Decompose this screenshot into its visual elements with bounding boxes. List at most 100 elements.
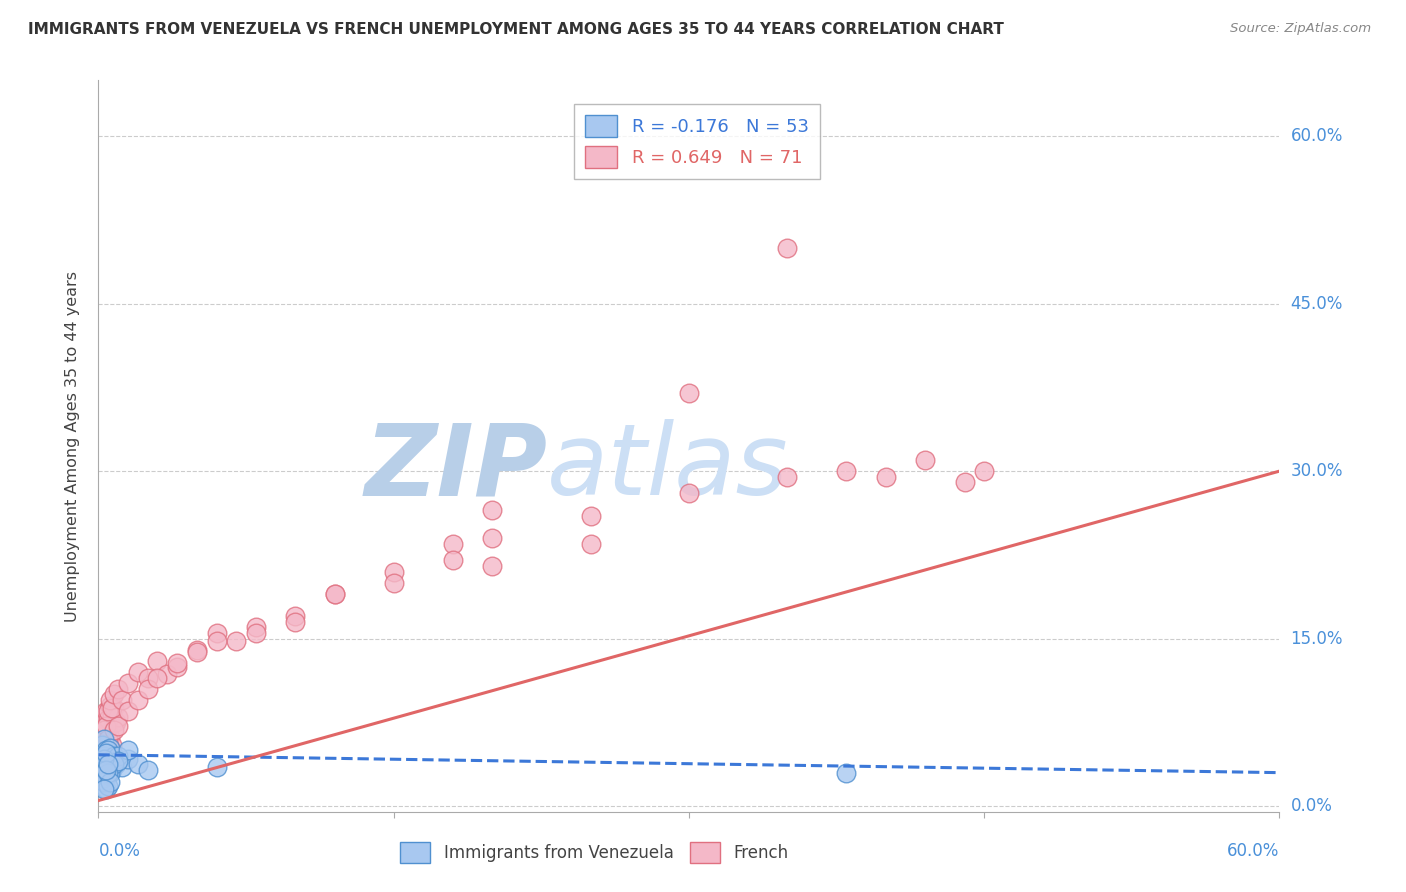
- Point: [91, 710, 114, 724]
- Point: [107, 748, 129, 763]
- Point: [875, 469, 897, 483]
- Point: [107, 755, 129, 769]
- Point: [101, 764, 124, 778]
- Point: [205, 626, 228, 640]
- Point: [93, 748, 115, 763]
- Point: [97, 768, 120, 782]
- Point: [97, 756, 120, 771]
- Point: [835, 464, 858, 478]
- Point: [96, 719, 118, 733]
- Point: [96, 743, 118, 757]
- Point: [93, 715, 115, 730]
- Point: [98, 752, 121, 766]
- Point: [98, 741, 121, 756]
- Text: 15.0%: 15.0%: [1291, 630, 1343, 648]
- Text: IMMIGRANTS FROM VENEZUELA VS FRENCH UNEMPLOYMENT AMONG AGES 35 TO 44 YEARS CORRE: IMMIGRANTS FROM VENEZUELA VS FRENCH UNEM…: [28, 22, 1004, 37]
- Point: [96, 746, 118, 760]
- Point: [441, 537, 464, 551]
- Point: [93, 771, 115, 785]
- Point: [98, 693, 121, 707]
- Text: 60.0%: 60.0%: [1227, 842, 1279, 860]
- Legend: Immigrants from Venezuela, French: Immigrants from Venezuela, French: [394, 836, 796, 869]
- Point: [111, 760, 134, 774]
- Point: [117, 743, 139, 757]
- Point: [579, 537, 602, 551]
- Point: [146, 654, 169, 668]
- Point: [245, 626, 267, 640]
- Point: [98, 765, 121, 780]
- Point: [678, 486, 700, 500]
- Point: [127, 693, 149, 707]
- Point: [91, 738, 114, 752]
- Point: [382, 565, 405, 579]
- Point: [146, 671, 169, 685]
- Y-axis label: Unemployment Among Ages 35 to 44 years: Unemployment Among Ages 35 to 44 years: [65, 270, 80, 622]
- Text: 30.0%: 30.0%: [1291, 462, 1343, 480]
- Point: [284, 609, 307, 624]
- Point: [93, 752, 115, 766]
- Text: atlas: atlas: [547, 419, 789, 516]
- Point: [96, 756, 118, 771]
- Point: [101, 701, 124, 715]
- Point: [91, 760, 114, 774]
- Point: [93, 726, 115, 740]
- Point: [93, 765, 115, 780]
- Point: [914, 453, 936, 467]
- Point: [97, 755, 120, 769]
- Text: 0.0%: 0.0%: [1291, 797, 1333, 815]
- Point: [97, 746, 120, 760]
- Point: [441, 553, 464, 567]
- Point: [205, 633, 228, 648]
- Text: 60.0%: 60.0%: [1291, 128, 1343, 145]
- Text: Source: ZipAtlas.com: Source: ZipAtlas.com: [1230, 22, 1371, 36]
- Point: [127, 665, 149, 680]
- Point: [323, 587, 346, 601]
- Point: [953, 475, 976, 490]
- Point: [107, 755, 129, 769]
- Point: [107, 710, 129, 724]
- Point: [91, 755, 114, 769]
- Point: [98, 698, 121, 713]
- Point: [97, 765, 120, 780]
- Point: [103, 701, 125, 715]
- Point: [973, 464, 995, 478]
- Point: [382, 575, 405, 590]
- Point: [98, 741, 121, 756]
- Point: [166, 659, 188, 673]
- Point: [93, 782, 115, 797]
- Point: [97, 732, 120, 747]
- Point: [97, 712, 120, 726]
- Point: [97, 743, 120, 757]
- Point: [107, 719, 129, 733]
- Point: [105, 756, 128, 771]
- Point: [105, 715, 128, 730]
- Point: [111, 693, 134, 707]
- Point: [93, 723, 115, 738]
- Point: [103, 723, 125, 738]
- Point: [96, 738, 118, 752]
- Point: [205, 760, 228, 774]
- Text: 0.0%: 0.0%: [98, 842, 141, 860]
- Point: [186, 645, 208, 659]
- Text: ZIP: ZIP: [364, 419, 547, 516]
- Point: [481, 531, 503, 545]
- Point: [97, 704, 120, 718]
- Point: [579, 508, 602, 523]
- Point: [101, 752, 124, 766]
- Point: [98, 756, 121, 771]
- Point: [97, 721, 120, 735]
- Point: [166, 656, 188, 670]
- Point: [186, 642, 208, 657]
- Point: [93, 774, 115, 789]
- Point: [96, 760, 118, 774]
- Point: [96, 756, 118, 771]
- Point: [117, 704, 139, 718]
- Point: [107, 681, 129, 696]
- Point: [107, 755, 129, 769]
- Text: 45.0%: 45.0%: [1291, 294, 1343, 312]
- Point: [225, 633, 247, 648]
- Point: [97, 756, 120, 771]
- Point: [101, 738, 124, 752]
- Point: [103, 688, 125, 702]
- Point: [98, 774, 121, 789]
